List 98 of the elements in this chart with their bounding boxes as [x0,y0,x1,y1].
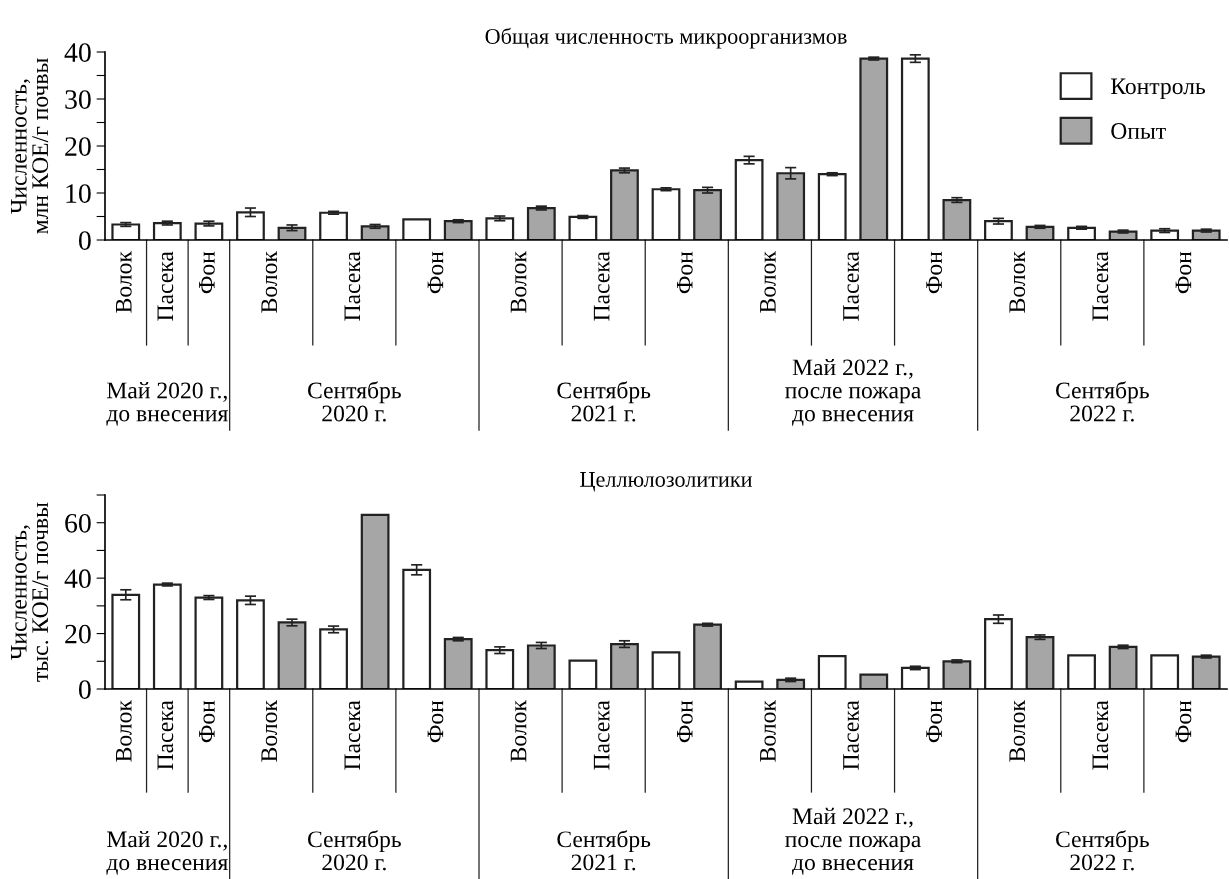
y-tick-label: 0 [78,231,91,250]
text: Май 2020 г., до внесения [106,830,228,875]
y-tick-label: 30 [65,90,91,109]
bar [610,169,639,240]
text: Май 2022 г., после пожара до внесения [785,358,921,426]
x-tick-label: Пасека [843,700,859,770]
x-tick-label: Фон [199,251,215,294]
x-tick-label: Пасека [1092,251,1109,321]
bar [942,660,972,689]
bar [900,666,930,689]
text: Сентябрь 2022 г. [1056,381,1149,422]
bar [1108,645,1138,689]
bar [734,680,764,689]
bar [859,57,889,240]
y-tick-label: 40 [64,43,91,62]
bar [984,220,1013,240]
bar [651,651,681,689]
legend-label: Контроль [1110,78,1206,100]
x-tick-label: Волок [760,251,776,313]
bar [1150,654,1180,689]
x-tick-label: Волок [115,251,132,313]
x-tick-label: Волок [115,700,132,762]
chart-title: Общая численность микроорганизмов [485,27,847,49]
bar [1067,226,1096,240]
x-tick-label: Фон [427,700,444,743]
x-tick-label: Пасека [344,251,361,321]
bar [1067,654,1096,689]
text: Май 2022 г., после пожара до внесения [785,807,921,875]
x-tick-label: Волок [261,700,278,762]
bar [693,189,722,240]
y-tick-label: 60 [65,513,91,533]
bar [360,225,390,240]
y-tick-label: 20 [65,137,91,156]
bar [236,211,265,240]
bar [485,649,515,689]
bar [443,220,473,240]
chart-title: Целлюлозолитики [580,472,753,492]
bar [319,211,348,240]
x-tick-label: Фон [1175,251,1192,294]
bar [277,621,307,689]
x-tick-label: Пасека [1092,700,1109,770]
bar [360,513,390,689]
text: Сентябрь 2020 г. [308,830,401,871]
bar [776,172,806,240]
text: Сентябрь 2021 г. [557,830,651,871]
text: Сентябрь 2020 г. [308,381,401,422]
x-tick-label: Фон [926,700,943,743]
x-tick-label: Фон [926,251,943,294]
y-axis-title: Численность, тыс. КОЕ/г почвы [11,502,49,682]
x-tick-label: Фон [1175,700,1192,743]
bar [693,623,722,689]
bar [900,57,930,240]
bar [817,654,847,689]
x-tick-label: Волок [261,251,278,313]
legend-label: Опыт [1111,123,1166,139]
bar [610,642,639,689]
x-tick-label: Пасека [593,251,610,321]
x-tick-label: Пасека [344,700,361,770]
bar [568,659,598,689]
bar [859,673,889,689]
text: Сентябрь 2022 г. [1056,830,1149,871]
bar [236,599,265,689]
y-tick-label: 20 [65,624,91,644]
y-tick-label: 10 [66,184,91,203]
y-tick-label: 40 [64,569,91,589]
x-tick-label: Волок [510,700,527,762]
y-axis-title: Численность, млн КОЕ/г почвы [11,58,49,234]
bar [526,206,556,240]
x-tick-label: Волок [510,251,527,313]
x-tick-label: Фон [199,700,215,743]
x-tick-label: Волок [1009,251,1026,313]
bar [319,628,348,689]
bar [402,568,432,689]
bar [485,217,515,240]
x-tick-label: Пасека [843,251,859,321]
bar [1150,229,1180,240]
x-tick-label: Пасека [157,251,174,321]
bar [984,618,1013,689]
bar [817,173,847,240]
bar [651,188,681,240]
bar [734,158,764,240]
x-tick-label: Волок [760,700,776,762]
bar [1025,636,1055,689]
x-tick-label: Волок [1009,700,1026,762]
x-tick-label: Пасека [593,700,610,770]
x-tick-label: Пасека [157,700,174,770]
y-tick-label: 0 [78,680,91,699]
bar [402,218,432,240]
bar [942,198,972,240]
text: Сентябрь 2021 г. [557,381,651,422]
x-tick-label: Фон [427,251,444,294]
x-tick-label: Фон [676,700,693,743]
bar [526,644,556,689]
bar [443,638,473,689]
x-tick-label: Фон [676,251,693,294]
bar [1191,655,1221,689]
text: Май 2020 г., до внесения [106,382,228,426]
bar [568,215,598,240]
